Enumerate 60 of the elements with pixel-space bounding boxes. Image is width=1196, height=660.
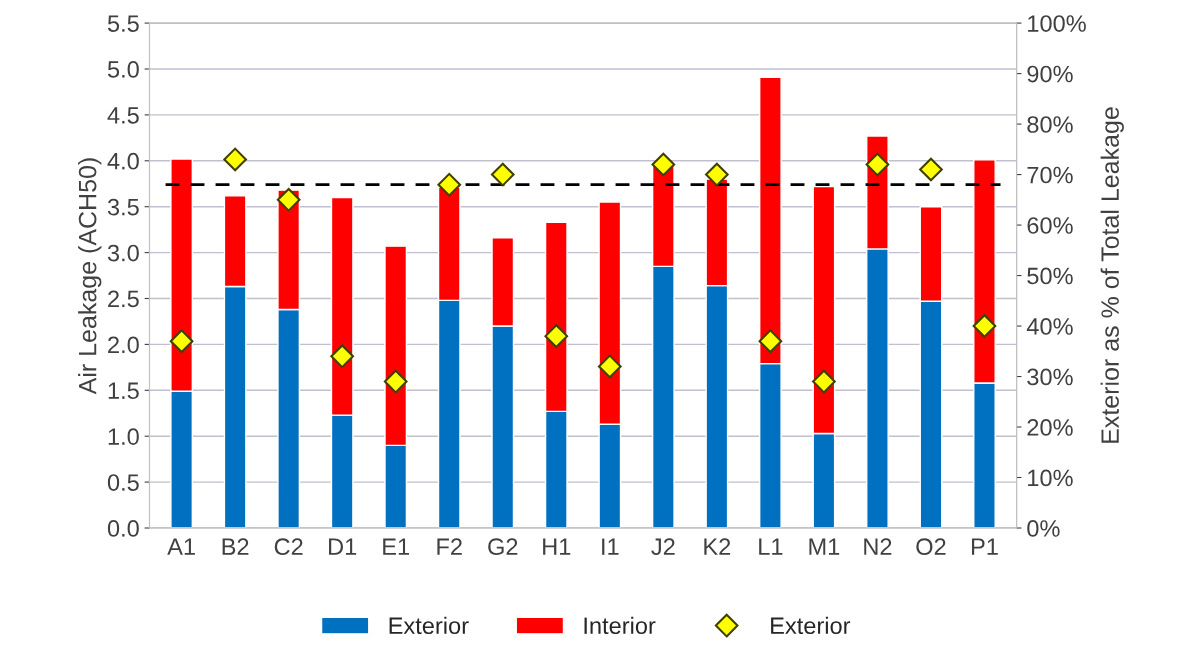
y2-tick-label: 0% bbox=[1027, 520, 1060, 537]
y2-tick-label: 20% bbox=[1027, 419, 1073, 436]
y2-tick-label: 90% bbox=[1027, 65, 1073, 83]
x-tick-label: G2 bbox=[488, 538, 518, 556]
point bbox=[919, 157, 943, 182]
point bbox=[597, 354, 622, 379]
point bbox=[865, 152, 890, 177]
x-tick-label: E1 bbox=[383, 538, 409, 555]
point bbox=[437, 172, 462, 197]
point bbox=[490, 162, 515, 187]
y-tick-label: 1.0 bbox=[108, 428, 139, 445]
point bbox=[758, 329, 783, 354]
x-tick-label: N2 bbox=[864, 538, 892, 555]
x-tick-label: D1 bbox=[329, 538, 357, 555]
y-tick-label: 4.5 bbox=[107, 107, 139, 124]
x-tick-label: O2 bbox=[916, 538, 946, 556]
y2-tick-label: 70% bbox=[1027, 166, 1073, 184]
y-tick-label: 2.0 bbox=[108, 336, 139, 354]
legend-label: Interior bbox=[584, 616, 656, 635]
point bbox=[276, 187, 301, 212]
point bbox=[972, 314, 997, 338]
point bbox=[705, 162, 729, 187]
y2-tick-label: 60% bbox=[1027, 217, 1073, 234]
legend-label: Exterior bbox=[389, 616, 469, 635]
y-tick-label: 1.5 bbox=[108, 382, 139, 400]
x-tick-label: F2 bbox=[437, 538, 462, 555]
x-tick-label: L1 bbox=[759, 538, 783, 555]
y-tick-label: 5.0 bbox=[107, 61, 139, 78]
y2-tick-label: 80% bbox=[1027, 116, 1073, 133]
x-tick-label: M1 bbox=[809, 538, 840, 555]
y-tick-label: 3.5 bbox=[107, 198, 139, 216]
y-tick-label: 3.0 bbox=[107, 244, 139, 262]
y-axis-title: Air Leakage (ACH50) bbox=[78, 158, 102, 395]
y2-tick-label: 10% bbox=[1028, 469, 1073, 487]
point bbox=[544, 324, 569, 348]
y2-tick-label: 50% bbox=[1027, 267, 1073, 285]
y-tick-label: 0.5 bbox=[107, 474, 139, 491]
x-tick-label: P1 bbox=[971, 538, 998, 555]
point bbox=[383, 369, 408, 394]
y2-axis-title: Exterior as % of Total Leakage bbox=[1100, 107, 1124, 443]
x-tick-label: C2 bbox=[274, 538, 303, 556]
y-tick-label: 0.0 bbox=[107, 520, 139, 537]
point bbox=[812, 369, 836, 394]
x-tick-label: A1 bbox=[167, 538, 195, 555]
x-tick-label: B2 bbox=[222, 538, 249, 555]
y-tick-label: 2.5 bbox=[108, 290, 139, 308]
point bbox=[651, 152, 676, 177]
point bbox=[169, 329, 194, 354]
y2-tick-label: 40% bbox=[1026, 318, 1073, 335]
y2-tick-label: 100% bbox=[1028, 15, 1086, 32]
point bbox=[330, 344, 355, 369]
x-tick-label: H1 bbox=[543, 538, 571, 555]
y-tick-label: 5.5 bbox=[107, 15, 139, 32]
y-tick-label: 4.0 bbox=[107, 152, 139, 170]
x-tick-label: J2 bbox=[651, 538, 675, 556]
y2-tick-label: 30% bbox=[1027, 368, 1073, 386]
x-tick-label: I1 bbox=[602, 538, 619, 555]
x-tick-label: K2 bbox=[704, 538, 731, 555]
legend-label: Exterior bbox=[771, 616, 851, 635]
point bbox=[223, 147, 247, 172]
